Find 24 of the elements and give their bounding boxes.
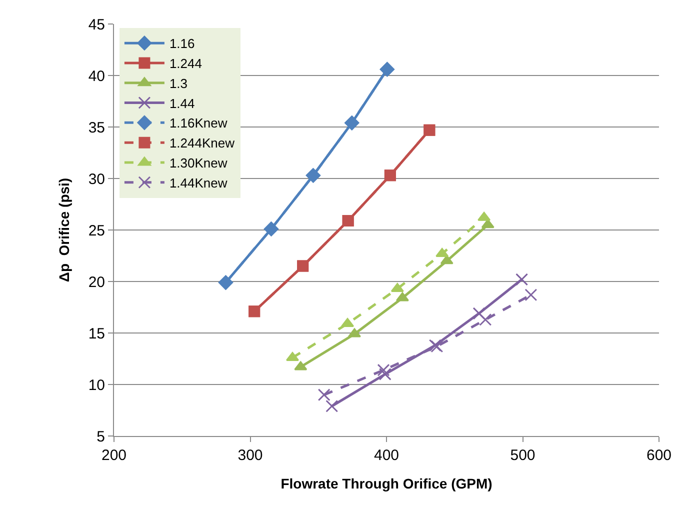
- legend-label: 1.44Knew: [169, 175, 228, 190]
- legend-label: 1.16Knew: [169, 116, 228, 131]
- y-tick-label: 30: [88, 170, 105, 188]
- y-tick-label: 45: [88, 16, 105, 34]
- legend-label: 1.16: [169, 36, 195, 52]
- y-tick-label: 5: [96, 428, 105, 446]
- y-tick-label: 10: [88, 376, 105, 394]
- legend-label: 1.30Knew: [169, 156, 228, 171]
- y-tick-label: 25: [88, 222, 105, 240]
- y-tick-label: 40: [88, 68, 105, 85]
- legend-label: 1.244Knew: [169, 136, 236, 151]
- y-tick-label: 15: [88, 325, 105, 342]
- y-axis-title: Δp Orifice (psi): [56, 178, 72, 282]
- y-tick-label: 20: [88, 274, 105, 291]
- x-tick-label: 200: [101, 447, 127, 464]
- y-tick-label: 35: [88, 119, 105, 136]
- legend-label: 1.3: [169, 76, 188, 91]
- legend-label: 1.44: [169, 96, 195, 111]
- x-tick-label: 400: [374, 447, 400, 464]
- x-tick-label: 600: [646, 447, 672, 464]
- legend-label: 1.244: [169, 56, 202, 72]
- x-tick-label: 500: [510, 447, 536, 464]
- x-axis-title: Flowrate Through Orifice (GPM): [280, 475, 492, 492]
- x-tick-label: 300: [238, 447, 263, 464]
